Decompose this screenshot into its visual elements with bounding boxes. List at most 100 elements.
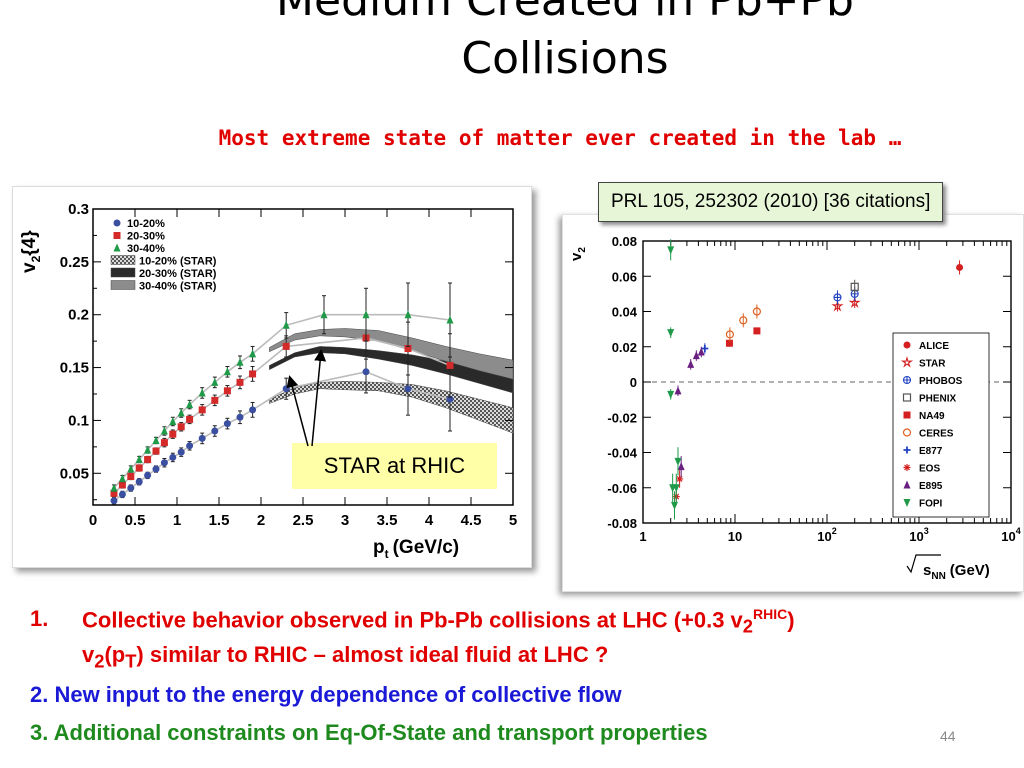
data-point-1	[236, 378, 244, 386]
star-at-rhic-callout: STAR at RHIC	[292, 443, 497, 489]
x-axis-label-sub: NN	[931, 571, 945, 582]
conclusion-1-line-2-a: v	[82, 642, 95, 667]
y-tick-label: -0.02	[607, 410, 637, 425]
right-chart-panel: 1 10 102 103 104 -0.08 -0.06 -0.04 -0.02 0 0.02 0.0…	[562, 214, 1024, 592]
data-point-1	[223, 387, 231, 395]
trend-line-2	[113, 313, 451, 489]
data-point-na49	[753, 327, 761, 335]
slide-title: Medium Created in Pb+Pb Collisions	[150, 0, 980, 88]
data-point-0	[152, 465, 160, 473]
data-point-2	[320, 310, 328, 319]
data-point-0	[160, 459, 168, 467]
data-point-phenix	[850, 282, 859, 291]
conclusion-1-sub: 2	[742, 615, 753, 637]
legend-marker	[903, 499, 911, 507]
data-point-0	[282, 385, 290, 393]
y-tick-label: 0.25	[60, 254, 89, 271]
data-point-2	[177, 408, 185, 417]
legend-label: EOS	[919, 464, 940, 475]
legend-label: 30-40% (STAR)	[139, 281, 217, 293]
x-tick-label: 1	[639, 529, 646, 544]
legend-marker	[113, 243, 121, 252]
y-axis-label: v2{4}	[19, 230, 43, 273]
y-tick-label: 0.05	[60, 465, 89, 482]
data-point-eos	[676, 475, 684, 483]
data-point-e877	[701, 345, 709, 353]
data-point-1	[177, 423, 185, 431]
conclusion-3: 3. Additional constraints on Eq-Of-State…	[30, 720, 708, 745]
y-tick-label: -0.08	[607, 516, 637, 531]
x-tick-label: 1.5	[209, 512, 230, 529]
data-point-e895	[687, 359, 695, 368]
data-point-2	[404, 310, 412, 319]
data-point-e895	[697, 347, 705, 356]
x-tick-label: 3	[341, 512, 349, 529]
data-point-star	[831, 299, 844, 312]
data-point-2	[135, 455, 143, 464]
left-legend: 10-20%20-30%30-40%10-20% (STAR)20-30% (S…	[110, 218, 217, 293]
data-point-2	[127, 464, 135, 473]
legend-label: CERES	[919, 429, 954, 440]
data-point-1	[152, 447, 160, 455]
data-point-0	[118, 490, 126, 498]
conclusion-1-line-2-sub2: T	[125, 650, 137, 672]
legend-label: ALICE	[919, 341, 949, 352]
legend-label: E877	[919, 446, 943, 457]
data-point-2	[144, 445, 152, 454]
legend-label: 30-40%	[127, 243, 165, 255]
x-tick-label: 0.5	[125, 512, 146, 529]
x-tick-label: 102	[817, 526, 836, 544]
x-tick-label: 1	[173, 512, 181, 529]
x-tick-label: 10	[728, 529, 742, 544]
data-point-fopi	[671, 501, 679, 510]
data-point-1	[198, 406, 206, 414]
data-point-0	[223, 420, 231, 428]
data-point-1	[160, 439, 168, 447]
data-point-1	[127, 472, 135, 480]
data-point-fopi	[674, 457, 682, 466]
y-tick-label: 0.02	[612, 340, 637, 355]
legend-label: E895	[919, 481, 943, 492]
data-point-2	[446, 315, 454, 324]
y-tick-label: -0.04	[607, 446, 637, 461]
y-tick-label: 0.2	[68, 307, 89, 324]
page-number: 44	[940, 728, 956, 744]
data-point-2	[152, 436, 160, 445]
conclusion-1-line-2-sub1: 2	[94, 650, 105, 672]
data-point-1	[110, 489, 118, 497]
y-tick-label: -0.06	[607, 481, 637, 496]
y-axis-label-sub: 2	[577, 247, 588, 253]
x-tick-label: 103	[909, 526, 928, 544]
y-tick-label: 0.3	[68, 201, 89, 218]
conclusion-1-line-2-b: (p	[104, 642, 126, 667]
x-tick-label: 2	[257, 512, 265, 529]
data-point-alice	[956, 263, 964, 271]
legend-marker	[903, 411, 911, 419]
x-axis-label: sNN (GeV)	[923, 562, 990, 582]
data-point-0	[127, 484, 135, 492]
data-point-0	[135, 478, 143, 486]
conclusion-1-number: 1.	[30, 606, 49, 631]
data-point-1	[135, 464, 143, 472]
data-point-1	[446, 361, 454, 369]
x-axis-label-unit: (GeV)	[950, 562, 990, 579]
x-tick-label: 104	[1001, 526, 1020, 544]
conclusion-1-text: Collective behavior observed in Pb-Pb co…	[82, 606, 795, 638]
y-axis-label-brace: {4}	[19, 230, 40, 256]
y-axis-label: v2	[568, 247, 588, 261]
conclusion-1-line-2: v2(pT) similar to RHIC – almost ideal fl…	[82, 642, 608, 672]
data-point-na49	[725, 339, 733, 347]
data-point-2	[211, 377, 219, 386]
legend-marker	[900, 355, 914, 368]
data-point-e895	[674, 386, 682, 395]
legend-label: STAR	[919, 359, 946, 370]
data-point-phobos	[833, 293, 842, 302]
y-tick-label: 0.15	[60, 360, 89, 377]
legend-marker	[902, 393, 912, 402]
legend-swatch	[110, 267, 136, 278]
data-point-star	[848, 296, 861, 308]
data-point-0	[169, 453, 177, 461]
data-point-2	[118, 474, 126, 483]
v2-vs-energy-chart: 1 10 102 103 104 -0.08 -0.06 -0.04 -0.02 0 0.02 0.0…	[568, 234, 1021, 582]
legend-label: NA49	[919, 411, 945, 422]
